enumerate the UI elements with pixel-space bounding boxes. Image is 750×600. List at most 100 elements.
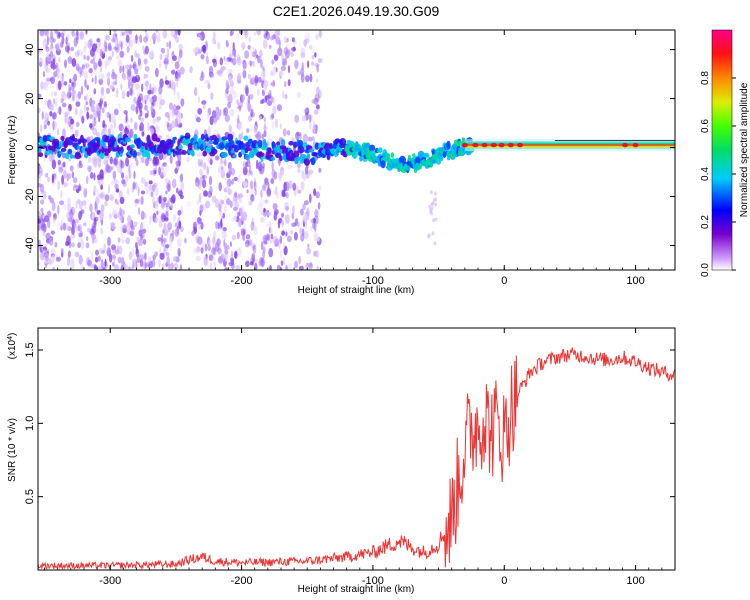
heatmap-cell <box>293 231 298 241</box>
heatmap-cell <box>74 218 80 224</box>
heatmap-cell <box>113 213 118 219</box>
heatmap-cell <box>99 99 103 110</box>
heatmap-cell <box>113 108 119 116</box>
heatmap-cell <box>102 267 106 270</box>
heatmap-cell <box>51 54 56 64</box>
heatmap-cell <box>92 127 98 136</box>
heatmap-cell <box>197 96 201 103</box>
heatmap-cell <box>309 44 313 51</box>
heatmap-cell <box>285 265 288 270</box>
heatmap-cell <box>129 162 134 169</box>
heatmap-cell <box>112 81 117 86</box>
heatmap-cell <box>250 194 255 202</box>
heatmap-cell <box>203 162 207 170</box>
heatmap-cell <box>260 257 265 268</box>
heatmap-cell <box>38 107 41 114</box>
heatmap-cell <box>77 162 80 169</box>
heatmap-cell <box>302 203 306 211</box>
heatmap-cell <box>200 246 204 254</box>
heatmap-cell <box>200 221 204 230</box>
heatmap-cell <box>117 237 121 243</box>
heatmap-cell <box>247 138 253 144</box>
heatmap-cell <box>279 123 282 130</box>
heatmap-cell <box>169 235 173 246</box>
heatmap-cell <box>86 55 90 61</box>
heatmap-cell <box>281 53 284 63</box>
heatmap-cell <box>297 222 300 228</box>
heatmap-cell <box>62 222 67 231</box>
heatmap-cell <box>45 51 50 59</box>
heatmap-cell <box>284 214 290 224</box>
heatmap-cell <box>276 104 282 111</box>
heatmap-cell <box>180 173 184 183</box>
heatmap-cell <box>162 162 168 167</box>
heatmap-cell <box>180 190 183 198</box>
heatmap-cell <box>83 204 86 211</box>
heatmap-cell <box>119 196 125 205</box>
heatmap-cell <box>218 203 222 212</box>
heatmap-cell <box>52 122 55 128</box>
heatmap-cell <box>66 212 71 220</box>
heatmap-cell <box>215 155 220 161</box>
heatmap-cell <box>251 253 256 261</box>
heatmap-cell <box>116 55 120 60</box>
heatmap-cell <box>139 125 142 132</box>
heatmap-cell <box>80 85 84 95</box>
heatmap-cell <box>73 138 78 142</box>
heatmap-cell <box>70 212 75 219</box>
heatmap-cell <box>38 47 43 55</box>
heatmap-cell <box>72 177 78 184</box>
heatmap-cell <box>198 180 202 190</box>
heatmap-cell <box>59 200 65 206</box>
heatmap-cell <box>143 58 148 65</box>
heatmap-cell <box>150 105 154 113</box>
heatmap-cell <box>273 208 279 215</box>
heatmap-cell <box>107 56 113 61</box>
heatmap-cell <box>317 58 323 63</box>
heatmap-cell <box>74 107 78 116</box>
heatmap-cell <box>145 85 149 91</box>
colorbar-label: Normalized spectral amplitude <box>739 82 750 217</box>
heatmap-cell <box>227 84 230 90</box>
heatmap-cell <box>109 156 113 165</box>
heatmap-cell <box>174 227 180 237</box>
heatmap-cell <box>139 34 143 43</box>
heatmap-cell <box>144 156 147 167</box>
heatmap-cell <box>232 154 237 159</box>
heatmap-cell <box>89 203 93 213</box>
heatmap-cell <box>291 212 295 220</box>
heatmap-cell <box>127 266 132 270</box>
heatmap-cell <box>107 77 110 87</box>
heatmap-cell <box>116 87 119 98</box>
heatmap-cell <box>295 156 301 162</box>
heatmap-cell <box>215 137 220 143</box>
heatmap-cell <box>84 79 87 88</box>
heatmap-cell <box>73 183 77 188</box>
heatmap-cell <box>176 119 182 126</box>
heatmap-cell <box>253 225 258 236</box>
snr-series-line <box>38 347 675 570</box>
spectrogram-x-label: Height of straight line (km) <box>298 285 415 296</box>
heatmap-cell <box>129 39 134 48</box>
heatmap-cell <box>245 239 250 245</box>
heatmap-cell <box>273 171 278 180</box>
heatmap-cell <box>205 49 209 59</box>
heatmap-cell <box>222 66 226 71</box>
heatmap-cell <box>171 107 175 117</box>
heatmap-cell <box>115 200 119 205</box>
heatmap-cell <box>245 240 250 248</box>
heatmap-cell <box>140 195 144 205</box>
heatmap-cell <box>48 237 54 246</box>
heatmap-cell <box>43 81 48 91</box>
heatmap-cell <box>242 69 247 79</box>
heatmap-cell <box>208 254 214 262</box>
heatmap-cell <box>207 244 211 252</box>
heatmap-cell <box>122 228 127 234</box>
heatmap-cell <box>40 81 44 90</box>
heatmap-cell <box>77 66 83 75</box>
heatmap-cell <box>140 190 146 195</box>
heatmap-cell <box>234 250 238 259</box>
heatmap-cell <box>128 251 133 260</box>
heatmap-cell <box>155 100 159 108</box>
heatmap-cell <box>243 135 249 141</box>
